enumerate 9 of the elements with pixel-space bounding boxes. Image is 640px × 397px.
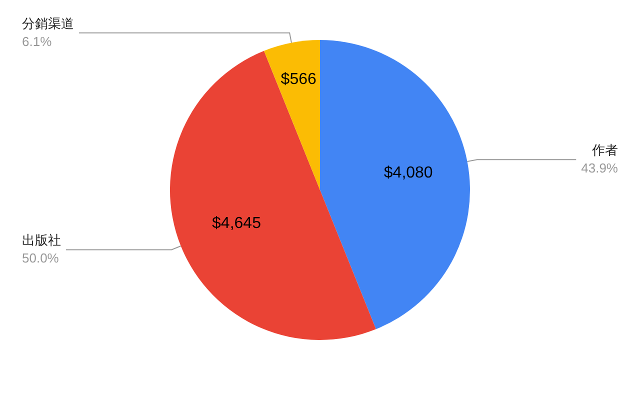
text: 50.0%	[22, 250, 60, 266]
slice-label: 作者	[591, 144, 618, 159]
data-label: $4,645	[212, 215, 262, 232]
data-label: $4,080	[384, 164, 433, 182]
slice-label: 出版社	[22, 234, 61, 249]
slice-label: 分銷渠道	[22, 16, 74, 32]
text: 43.9%	[581, 160, 618, 176]
data-label: $566	[280, 71, 316, 88]
text: 6.1%	[22, 34, 52, 49]
